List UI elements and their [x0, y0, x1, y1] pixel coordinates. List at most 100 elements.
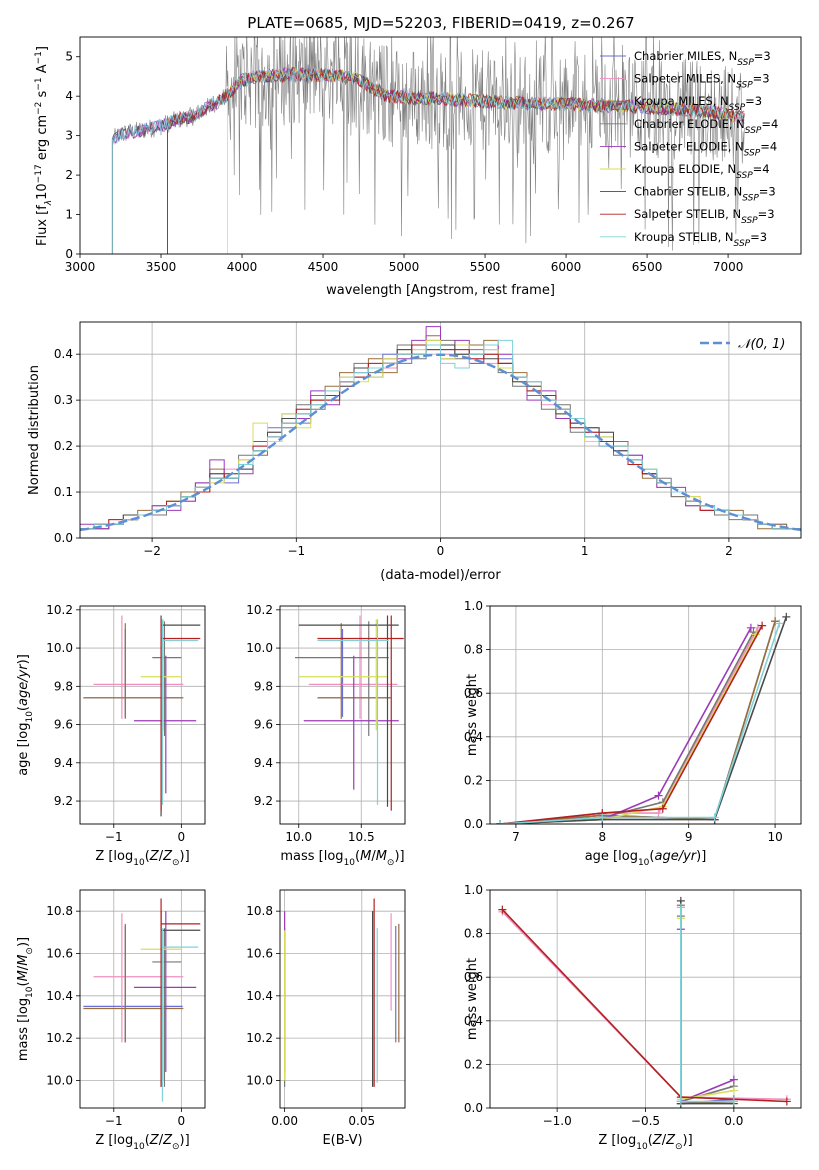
z-massweight-line: [680, 907, 734, 1103]
z-massweight-y-tick-label: 0.0: [464, 1101, 483, 1115]
spectrum-legend-label-part: =3: [753, 72, 770, 86]
spectrum-legend-label-part: =4: [753, 162, 770, 176]
age-massweight-x-tick-label: 9: [685, 830, 693, 844]
mass-age-x-axis-label-part: M: [376, 849, 387, 864]
spectrum-chart: 3000 3500 4000 4500 5000 5500 6000 6500 7000 0 1 2 3…: [34, 36, 802, 298]
z-age-y-axis-label-part: age/yr: [16, 663, 31, 706]
z-mass-x-axis-label-part: Z [log: [95, 1133, 133, 1148]
figure-title: PLATE=0685, MJD=52203, FIBERID=0419, z=0…: [247, 14, 634, 32]
z-mass-y-axis-label-part: M: [16, 970, 31, 981]
age-massweight-marker: [654, 809, 663, 818]
z-age-y-axis-label: age [log10(age/yr)]: [16, 654, 35, 776]
z-age-frame: [79, 605, 206, 825]
spectrum-y-axis-label-part: −1: [34, 77, 44, 90]
spectrum-legend-label-part: =3: [758, 207, 775, 221]
spectrum-legend-label-part: SSP: [744, 148, 761, 158]
z-mass-x-axis-label-part: Z: [162, 1133, 173, 1148]
z-massweight-x-tick-label: −1.0: [543, 1114, 572, 1128]
spectrum-legend-label: Salpeter STELIB, NSSP=3: [634, 207, 775, 226]
z-age-plot-area: [83, 615, 201, 817]
age-massweight-line: [500, 616, 788, 824]
ebv-mass-y-tick-label: 10.4: [246, 989, 273, 1003]
z-massweight-plot-area: [498, 896, 791, 1108]
z-massweight-marker: [729, 1097, 738, 1106]
z-mass-y-axis-label: mass [log10(M/M⊙)]: [16, 937, 35, 1061]
z-massweight-marker: [782, 1097, 791, 1106]
spectrum-y-axis-label-part: −2: [34, 102, 44, 115]
age-massweight-y-tick-label: 0.6: [464, 686, 483, 700]
z-massweight-line: [680, 905, 734, 1105]
z-massweight-line: [680, 929, 735, 1103]
z-mass-y-axis-label-part: ⊙: [25, 947, 35, 955]
spectrum-legend-label-part: Kroupa MILES, N: [634, 94, 729, 108]
spectrum-legend-label: Chabrier STELIB, NSSP=3: [634, 185, 776, 204]
z-age-y-tick-label: 9.6: [54, 718, 73, 732]
z-mass-y-tick-label: 10.6: [46, 946, 73, 960]
z-massweight-marker: [498, 905, 507, 914]
mass-age-y-tick-label: 10.0: [246, 641, 273, 655]
z-massweight-y-tick-label: 0.2: [464, 1057, 483, 1071]
residual-histogram-y-tick-label: 0.2: [54, 439, 73, 453]
age-massweight-marker: [775, 619, 784, 628]
z-mass-y-axis-label-part: 10: [25, 986, 35, 998]
z-massweight-x-axis-label-part: Z: [665, 1133, 676, 1148]
mass-age-plot-area: [295, 615, 404, 811]
age-massweight-marker: [654, 791, 663, 800]
ebv-mass-x-tick-label: 0.00: [271, 1114, 298, 1128]
z-massweight-y-axis-label: mass weight: [465, 958, 480, 1040]
z-mass-y-axis-label-part: (: [16, 981, 31, 986]
residual-histogram-plot-area: [80, 326, 801, 538]
z-massweight-x-tick-label: 0.0: [724, 1114, 743, 1128]
z-age-x-axis-label-part: Z: [162, 849, 173, 864]
spectrum-y-axis-label-part: λ: [44, 200, 54, 206]
z-age-y-tick-label: 9.2: [54, 794, 73, 808]
age-massweight-plot-area: [496, 612, 791, 824]
spectrum-legend-label-part: =4: [761, 117, 778, 131]
histogram-series-step: [80, 326, 801, 538]
z-massweight-y-tick-label: 1.0: [464, 883, 483, 897]
z-massweight-y-tick-label: 0.8: [464, 927, 483, 941]
spectrum-y-tick-label: 2: [65, 168, 73, 182]
age-massweight-y-tick-label: 1.0: [464, 599, 483, 613]
spectrum-y-axis-label-part: −17: [34, 164, 44, 183]
histogram-y-axis-label: Normed distribution: [27, 365, 42, 495]
spectrum-legend-label-part: SSP: [737, 58, 754, 68]
z-massweight-marker: [676, 903, 685, 912]
z-age-chart: −1 09.29.49.69.810.010.2Z [log10(Z/Z⊙)]ag…: [16, 603, 206, 868]
z-massweight-line: [680, 907, 734, 1105]
residual-histogram-chart: −2 −1 0 1 2 0.0 0.1 0.2 0.3 0.4 𝒩(0, 1) (data-model…: [27, 321, 802, 583]
age-massweight-marker: [758, 621, 767, 630]
ebv-mass-y-tick-label: 10.8: [246, 904, 273, 918]
spectrum-y-axis-label: Flux [fλ10−17 erg cm−2 s−1 A−1]: [34, 46, 54, 246]
residual-histogram-x-tick-label: −1: [287, 544, 305, 558]
z-mass-y-axis-label-part: mass [log: [16, 998, 31, 1061]
age-massweight-y-axis-label: mass weight: [465, 674, 480, 756]
mass-age-y-tick-label: 9.4: [254, 756, 273, 770]
z-age-y-axis-label-part: )]: [16, 654, 31, 664]
z-age-y-axis-label-part: 10: [25, 711, 35, 723]
age-massweight-marker: [771, 617, 780, 626]
mass-age-x-axis-label-part: (: [355, 849, 360, 864]
spectrum-legend-label-part: Salpeter ELODIE, N: [634, 139, 744, 153]
residual-histogram-x-tick-label: 0: [437, 544, 445, 558]
spectrum-legend-label: Kroupa STELIB, NSSP=3: [634, 230, 767, 249]
z-mass-y-axis-label-part: M: [16, 955, 31, 966]
z-massweight-x-axis-label-part: (: [648, 1133, 653, 1148]
z-massweight-line: [680, 900, 734, 1105]
spectrum-legend-label: Kroupa ELODIE, NSSP=4: [634, 162, 770, 181]
spectrum-x-tick-label: 5000: [389, 260, 420, 274]
residual-histogram-x-tick-label: 1: [581, 544, 589, 558]
ebv-mass-y-tick-label: 10.6: [246, 946, 273, 960]
age-massweight-y-tick-label: 0.0: [464, 817, 483, 831]
age-massweight-marker: [710, 813, 719, 822]
z-massweight-x-axis-label-part: 10: [636, 1142, 648, 1152]
spectrum-legend-label-part: SSP: [736, 81, 753, 91]
spectrum-legend-label-part: =4: [760, 139, 777, 153]
z-age-x-axis-label: Z [log10(Z/Z⊙)]: [95, 849, 189, 868]
z-massweight-y-tick-label: 0.6: [464, 970, 483, 984]
z-age-y-axis-label-part: age [log: [16, 723, 31, 776]
z-age-x-axis-label-part: ⊙: [172, 858, 180, 868]
age-massweight-marker: [746, 623, 755, 632]
spectrum-y-tick-label: 4: [65, 89, 73, 103]
